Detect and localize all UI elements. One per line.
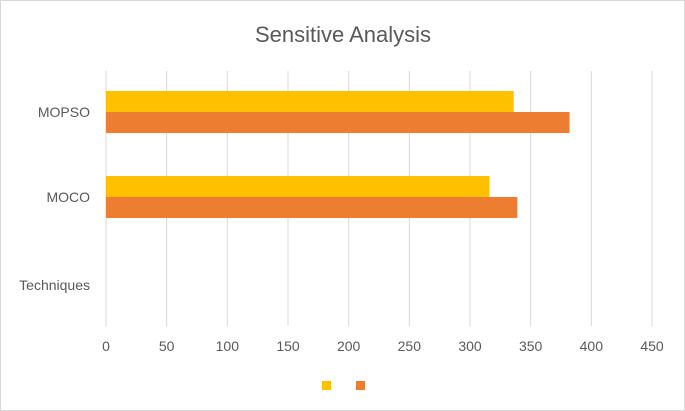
category-label: Techniques bbox=[19, 277, 90, 293]
bar-series2-moco bbox=[106, 197, 518, 218]
category-label: MOCO bbox=[46, 189, 90, 205]
x-tick-label: 200 bbox=[337, 338, 361, 354]
y-axis-categories: Techniques MOCO MOPSO bbox=[19, 104, 90, 293]
x-tick-label: 250 bbox=[398, 338, 422, 354]
legend bbox=[322, 381, 365, 390]
x-axis-ticks: 0 50 100 150 200 250 300 350 400 450 bbox=[102, 338, 664, 354]
x-tick-label: 300 bbox=[458, 338, 482, 354]
x-tick-label: 400 bbox=[580, 338, 604, 354]
x-tick-label: 450 bbox=[640, 338, 664, 354]
x-tick-label: 50 bbox=[159, 338, 175, 354]
category-label: MOPSO bbox=[38, 104, 90, 120]
legend-marker-series1 bbox=[322, 381, 331, 390]
bar-series2-mopso bbox=[106, 112, 570, 133]
bar-series1-mopso bbox=[106, 91, 514, 112]
legend-marker-series2 bbox=[356, 381, 365, 390]
x-tick-label: 0 bbox=[102, 338, 110, 354]
x-tick-label: 350 bbox=[519, 338, 543, 354]
bar-series1-moco bbox=[106, 176, 490, 197]
chart-title: Sensitive Analysis bbox=[255, 22, 431, 47]
bars bbox=[106, 91, 570, 218]
x-tick-label: 100 bbox=[216, 338, 240, 354]
x-tick-label: 150 bbox=[276, 338, 300, 354]
